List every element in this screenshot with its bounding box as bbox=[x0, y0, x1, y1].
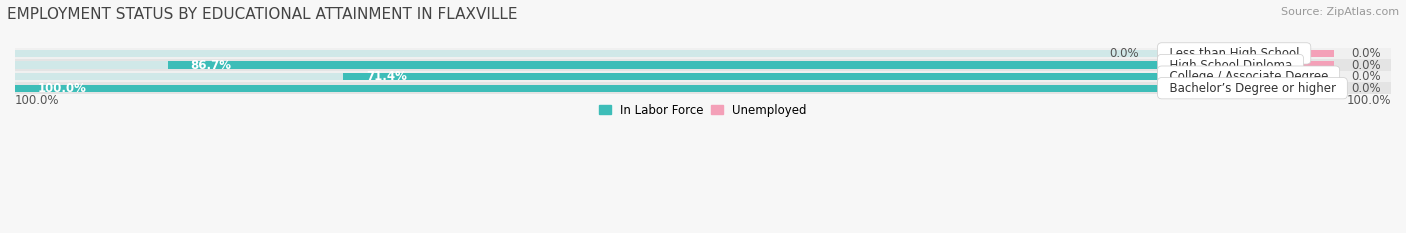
Bar bbox=[1161, 73, 1334, 80]
Text: 0.0%: 0.0% bbox=[1351, 70, 1381, 83]
Bar bbox=[15, 62, 1161, 69]
Legend: In Labor Force, Unemployed: In Labor Force, Unemployed bbox=[599, 104, 807, 117]
Text: High School Diploma: High School Diploma bbox=[1161, 58, 1299, 72]
Bar bbox=[167, 62, 1161, 69]
Text: 0.0%: 0.0% bbox=[1351, 58, 1381, 72]
Bar bbox=[1161, 50, 1334, 57]
Text: 71.4%: 71.4% bbox=[366, 70, 406, 83]
Bar bbox=[15, 85, 1161, 92]
Text: 100.0%: 100.0% bbox=[38, 82, 87, 95]
Text: Source: ZipAtlas.com: Source: ZipAtlas.com bbox=[1281, 7, 1399, 17]
Bar bbox=[15, 73, 1161, 80]
Text: EMPLOYMENT STATUS BY EDUCATIONAL ATTAINMENT IN FLAXVILLE: EMPLOYMENT STATUS BY EDUCATIONAL ATTAINM… bbox=[7, 7, 517, 22]
Bar bbox=[15, 71, 1391, 82]
Text: 0.0%: 0.0% bbox=[1109, 47, 1139, 60]
Bar bbox=[15, 59, 1391, 71]
Bar bbox=[1161, 73, 1334, 80]
Bar bbox=[15, 48, 1391, 59]
Bar bbox=[15, 82, 1391, 94]
Bar bbox=[1161, 85, 1334, 92]
Text: Bachelor’s Degree or higher: Bachelor’s Degree or higher bbox=[1161, 82, 1343, 95]
Bar bbox=[1161, 62, 1334, 69]
Bar bbox=[1161, 62, 1334, 69]
Text: Less than High School: Less than High School bbox=[1161, 47, 1306, 60]
Text: 100.0%: 100.0% bbox=[15, 94, 59, 107]
Bar bbox=[1161, 50, 1334, 57]
Text: 0.0%: 0.0% bbox=[1351, 82, 1381, 95]
Bar bbox=[15, 50, 1161, 57]
Bar bbox=[1161, 85, 1334, 92]
Bar bbox=[15, 85, 1161, 92]
Text: 86.7%: 86.7% bbox=[190, 58, 232, 72]
Bar bbox=[343, 73, 1161, 80]
Text: 100.0%: 100.0% bbox=[1347, 94, 1391, 107]
Text: 0.0%: 0.0% bbox=[1351, 47, 1381, 60]
Text: College / Associate Degree: College / Associate Degree bbox=[1161, 70, 1336, 83]
